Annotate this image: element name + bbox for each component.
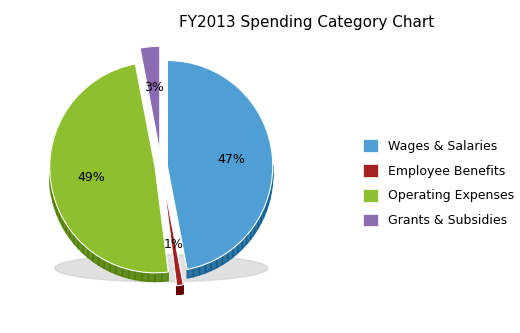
Ellipse shape [55,254,268,282]
Polygon shape [162,272,168,281]
Polygon shape [50,181,51,196]
Polygon shape [66,224,70,238]
Polygon shape [53,194,55,209]
Wedge shape [163,181,183,286]
Polygon shape [142,272,148,281]
Wedge shape [163,181,183,286]
Wedge shape [50,64,168,273]
Polygon shape [261,209,264,223]
Title: FY2013 Spending Category Chart: FY2013 Spending Category Chart [179,15,434,30]
Polygon shape [205,262,211,273]
Polygon shape [271,178,272,193]
Polygon shape [60,212,63,227]
Polygon shape [233,244,238,257]
Polygon shape [63,218,66,233]
Text: 49%: 49% [77,171,105,184]
Polygon shape [155,273,162,281]
Polygon shape [193,266,200,277]
Polygon shape [228,248,233,261]
Polygon shape [135,271,142,281]
Polygon shape [83,244,88,257]
Polygon shape [268,191,270,205]
Polygon shape [51,187,53,202]
Polygon shape [105,260,110,271]
Text: 47%: 47% [218,154,245,166]
Polygon shape [187,268,193,278]
Legend: Wages & Salaries, Employee Benefits, Operating Expenses, Grants & Subsidies: Wages & Salaries, Employee Benefits, Ope… [362,139,514,227]
Polygon shape [258,214,261,229]
Polygon shape [70,229,74,243]
Polygon shape [270,184,271,199]
Polygon shape [55,200,57,215]
Wedge shape [50,64,168,273]
Text: 1%: 1% [164,238,184,251]
Polygon shape [211,259,217,270]
Polygon shape [93,253,99,265]
Polygon shape [88,249,93,261]
Polygon shape [110,263,116,274]
Polygon shape [264,203,266,217]
Polygon shape [242,235,246,249]
Polygon shape [217,256,223,268]
Polygon shape [123,268,129,278]
Text: 3%: 3% [144,81,164,94]
Polygon shape [254,220,258,234]
Polygon shape [57,206,60,221]
Polygon shape [99,256,105,268]
Polygon shape [246,230,251,244]
Wedge shape [140,46,160,152]
Polygon shape [78,240,83,253]
Wedge shape [140,46,160,152]
Polygon shape [148,273,155,281]
Polygon shape [74,235,78,248]
Wedge shape [167,61,273,269]
Polygon shape [223,252,228,264]
Polygon shape [266,197,268,211]
Polygon shape [116,265,123,276]
Polygon shape [200,264,205,275]
Polygon shape [129,269,135,280]
Polygon shape [238,240,242,253]
Polygon shape [251,225,254,239]
Wedge shape [167,61,273,269]
